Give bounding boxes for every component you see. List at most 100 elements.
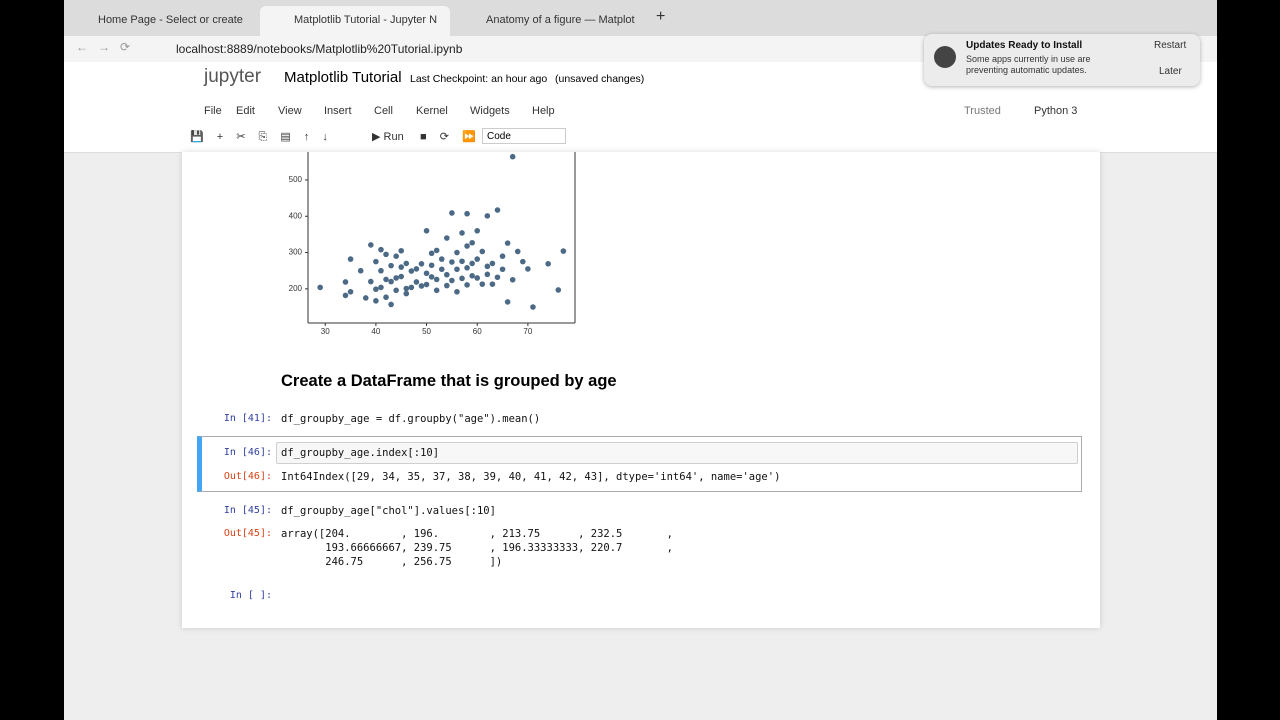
- cell-type-select[interactable]: Code: [482, 128, 566, 144]
- logo[interactable]: jupyter: [204, 66, 262, 87]
- input-area[interactable]: [276, 442, 1078, 464]
- run-button[interactable]: ▶ Run: [372, 131, 404, 143]
- point: [499, 253, 506, 259]
- point: [373, 258, 379, 265]
- point: [459, 258, 465, 265]
- point: [474, 275, 481, 281]
- point: [383, 276, 389, 283]
- later-button[interactable]: Later: [1159, 66, 1182, 77]
- url[interactable]: localhost:8889/notebooks/Matplotlib%20Tu…: [176, 42, 463, 56]
- toolbar-icons[interactable]: ■ ⟳ ⏩: [420, 131, 476, 143]
- point: [403, 260, 410, 267]
- point: [423, 270, 430, 277]
- menu-item[interactable]: View: [278, 105, 302, 117]
- point: [357, 267, 364, 274]
- point: [489, 260, 496, 267]
- point: [423, 227, 430, 234]
- notification-title: Updates Ready to Install: [966, 40, 1083, 51]
- point: [560, 248, 567, 254]
- menu-item[interactable]: Cell: [374, 105, 393, 117]
- icon: [934, 46, 956, 68]
- notebook-name[interactable]: Matplotlib Tutorial: [284, 69, 402, 86]
- point: [398, 247, 405, 254]
- run-label[interactable]: Run: [383, 131, 404, 143]
- markdown-heading: Create a DataFrame that is grouped by ag…: [281, 372, 617, 390]
- point: [398, 273, 405, 280]
- point: [464, 265, 470, 271]
- point: [444, 271, 450, 278]
- point: [383, 294, 389, 301]
- tab[interactable]: Anatomy of a figure — Matplot: [486, 14, 635, 26]
- checkpoint: Last Checkpoint: an hour ago: [410, 73, 548, 85]
- menu-item[interactable]: Insert: [324, 105, 352, 117]
- point: [393, 275, 399, 281]
- point: [494, 207, 501, 213]
- point: [393, 287, 399, 294]
- nav-buttons[interactable]: ← → ⟳: [76, 40, 131, 54]
- point: [433, 287, 440, 294]
- out-prompt: Out[46]:: [223, 471, 272, 482]
- point: [373, 298, 379, 304]
- point: [474, 227, 481, 234]
- menu-item[interactable]: Edit: [236, 105, 255, 117]
- new-tab[interactable]: +: [656, 8, 666, 25]
- point: [504, 240, 511, 246]
- menu-item[interactable]: Kernel: [416, 105, 448, 117]
- point: [408, 268, 415, 274]
- code[interactable]: df_groupby_age = df.groupby("age").mean(…: [281, 413, 541, 425]
- restart-button[interactable]: Restart: [1154, 40, 1187, 51]
- point: [388, 262, 394, 269]
- point: [449, 210, 455, 216]
- input-area[interactable]: [276, 584, 1076, 608]
- toolbar-icons[interactable]: 💾 + ✂ ⎘ ▤ ↑ ↓: [190, 131, 328, 143]
- point: [520, 258, 526, 265]
- point: [317, 284, 323, 291]
- code[interactable]: df_groupby_age.index[:10]: [281, 447, 440, 459]
- point: [509, 153, 516, 160]
- kernel-name[interactable]: Python 3: [1034, 105, 1078, 117]
- point: [484, 263, 491, 270]
- point: [418, 283, 425, 289]
- output: 193.66666667, 239.75 , 196.33333333, 220…: [281, 542, 673, 554]
- menu-item[interactable]: Widgets: [470, 105, 510, 117]
- point: [469, 260, 475, 267]
- tab[interactable]: Matplotlib Tutorial - Jupyter N: [260, 6, 450, 36]
- point: [342, 279, 349, 285]
- point: [413, 266, 420, 272]
- selected-cell[interactable]: [197, 436, 1082, 492]
- code[interactable]: df_groupby_age["chol"].values[:10]: [281, 505, 496, 517]
- point: [454, 266, 460, 273]
- point: [525, 266, 531, 272]
- point: [489, 281, 496, 287]
- notebook-container: 30 40 50 60 70 200 300 400 500 Create a DataFram…: [182, 152, 1100, 628]
- trusted[interactable]: Trusted: [964, 105, 1001, 117]
- menu-item[interactable]: File: [204, 105, 222, 117]
- out-prompt: Out[45]:: [223, 528, 272, 539]
- point: [403, 290, 410, 297]
- point: [504, 299, 511, 305]
- point: [509, 276, 516, 283]
- point: [428, 262, 435, 269]
- point: [469, 239, 475, 246]
- point: [479, 281, 486, 287]
- scatter-chart: 30 40 50 60 70 200 300 400 500: [289, 152, 576, 336]
- in-prompt: In [41]:: [223, 413, 272, 424]
- point: [428, 274, 435, 280]
- point: [433, 276, 440, 283]
- point: [403, 285, 410, 292]
- point: [347, 288, 354, 295]
- tab[interactable]: Home Page - Select or create: [98, 14, 243, 26]
- point: [393, 253, 399, 259]
- tab-bar: Home Page - Select or create Matplotlib …: [64, 0, 1217, 36]
- menu-item[interactable]: Help: [532, 105, 555, 117]
- notification-body: Some apps currently in use are: [966, 54, 1091, 64]
- point: [449, 259, 455, 265]
- point: [408, 284, 415, 291]
- point: [428, 250, 435, 257]
- point: [454, 249, 460, 256]
- point: [444, 235, 450, 241]
- in-prompt: In [46]:: [223, 447, 272, 458]
- output: 246.75 , 256.75 ]): [281, 556, 503, 568]
- point: [469, 272, 475, 279]
